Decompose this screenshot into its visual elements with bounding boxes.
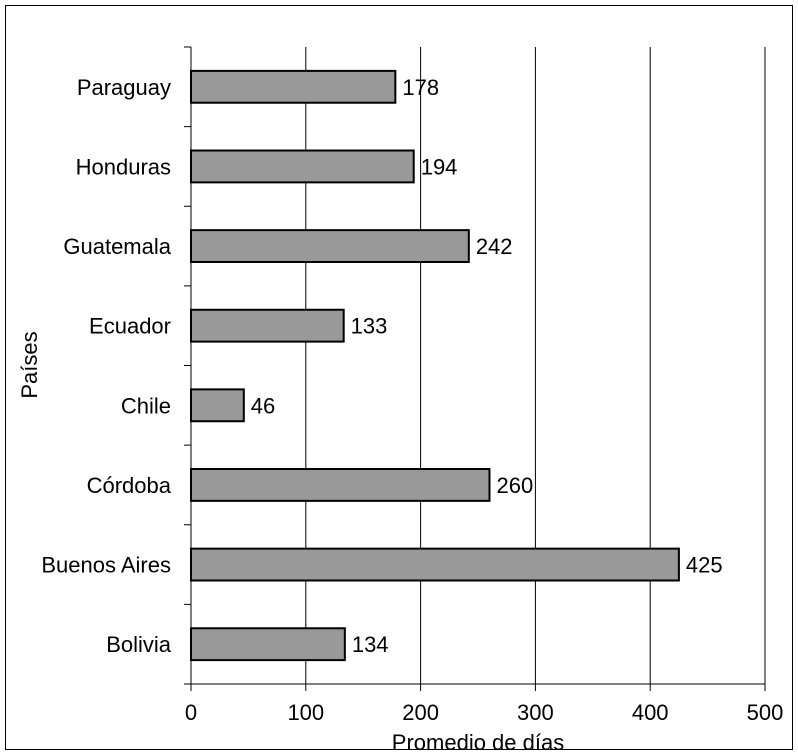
category-label-paraguay: Paraguay (77, 75, 171, 100)
data-label-honduras: 194 (421, 154, 458, 179)
data-label-buenos-aires: 425 (686, 553, 723, 578)
bar-bolivia (190, 627, 346, 662)
bar-paraguay (190, 69, 397, 104)
category-label-bolivia: Bolivia (106, 632, 172, 657)
data-label-córdoba: 260 (496, 473, 533, 498)
category-label-córdoba: Córdoba (87, 473, 172, 498)
bar-guatemala (190, 229, 470, 263)
bar-córdoba (190, 468, 491, 502)
data-label-chile: 46 (251, 393, 275, 418)
data-label-ecuador: 133 (351, 314, 388, 339)
labels: 0 100 200 300 400 500 Paraguay 178 Honduras 194 Gu… (41, 75, 783, 725)
category-label-chile: Chile (121, 393, 171, 418)
bar-chile (190, 388, 245, 423)
data-label-guatemala: 242 (476, 234, 513, 259)
category-label-guatemala: Guatemala (63, 234, 171, 259)
x-tick-label-500: 500 (747, 700, 784, 725)
bar-honduras (190, 149, 415, 184)
category-label-ecuador: Ecuador (89, 314, 171, 339)
chart-frame (5, 5, 793, 750)
data-label-bolivia: 134 (352, 632, 389, 657)
x-tick-label-400: 400 (632, 700, 669, 725)
x-tick-label-0: 0 (185, 700, 197, 725)
category-label-buenos-aires: Buenos Aires (41, 553, 171, 578)
bars (190, 69, 680, 662)
category-label-honduras: Honduras (76, 154, 171, 179)
bar-ecuador (190, 308, 345, 343)
bar-buenos-aires (190, 547, 680, 582)
y-axis-title: Países (17, 331, 42, 398)
x-tick-label-100: 100 (287, 700, 324, 725)
x-tick-label-200: 200 (402, 700, 439, 725)
x-tick-label-300: 300 (517, 700, 554, 725)
data-label-paraguay: 178 (402, 75, 439, 100)
x-axis-title: Promedio de días (392, 730, 564, 755)
